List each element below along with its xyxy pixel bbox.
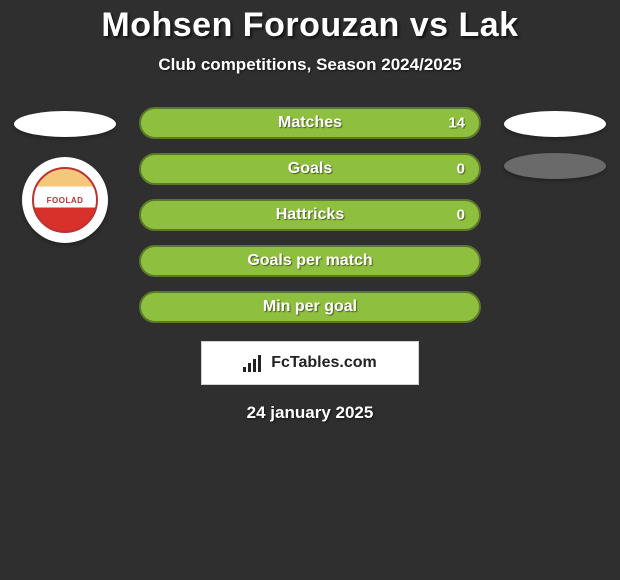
stat-bar-value: 0 [457, 161, 465, 178]
content-area: Mohsen Forouzan vs Lak Club competitions… [0, 0, 620, 423]
page-title: Mohsen Forouzan vs Lak [0, 6, 620, 45]
club-logo-foolad: FOOLAD [32, 167, 98, 233]
page-subtitle: Club competitions, Season 2024/2025 [0, 55, 620, 75]
right-player-pill-1 [504, 111, 606, 137]
stat-bar-label: Min per goal [263, 298, 357, 316]
brand-text: FcTables.com [271, 354, 377, 372]
stat-bars: Matches 14 Goals 0 Hattricks 0 Goals per match… [139, 107, 481, 323]
bar-chart-icon [243, 354, 265, 372]
stat-bar-value: 0 [457, 207, 465, 224]
stat-bar: Goals per match [139, 245, 481, 277]
stat-bar: Min per goal [139, 291, 481, 323]
brand-box[interactable]: FcTables.com [201, 341, 419, 385]
snapshot-date: 24 january 2025 [0, 403, 620, 423]
stat-bar: Hattricks 0 [139, 199, 481, 231]
stat-bar: Matches 14 [139, 107, 481, 139]
right-player-pill-2 [504, 153, 606, 179]
right-badge-column [490, 111, 620, 179]
left-badge-column: FOOLAD [0, 111, 130, 243]
stat-bar-label: Goals [288, 160, 332, 178]
stat-bar-label: Goals per match [247, 252, 372, 270]
left-player-pill [14, 111, 116, 137]
stat-bar-label: Hattricks [276, 206, 344, 224]
left-club-badge: FOOLAD [22, 157, 108, 243]
stat-bar: Goals 0 [139, 153, 481, 185]
stat-bar-value: 14 [448, 115, 465, 132]
stat-bar-label: Matches [278, 114, 342, 132]
